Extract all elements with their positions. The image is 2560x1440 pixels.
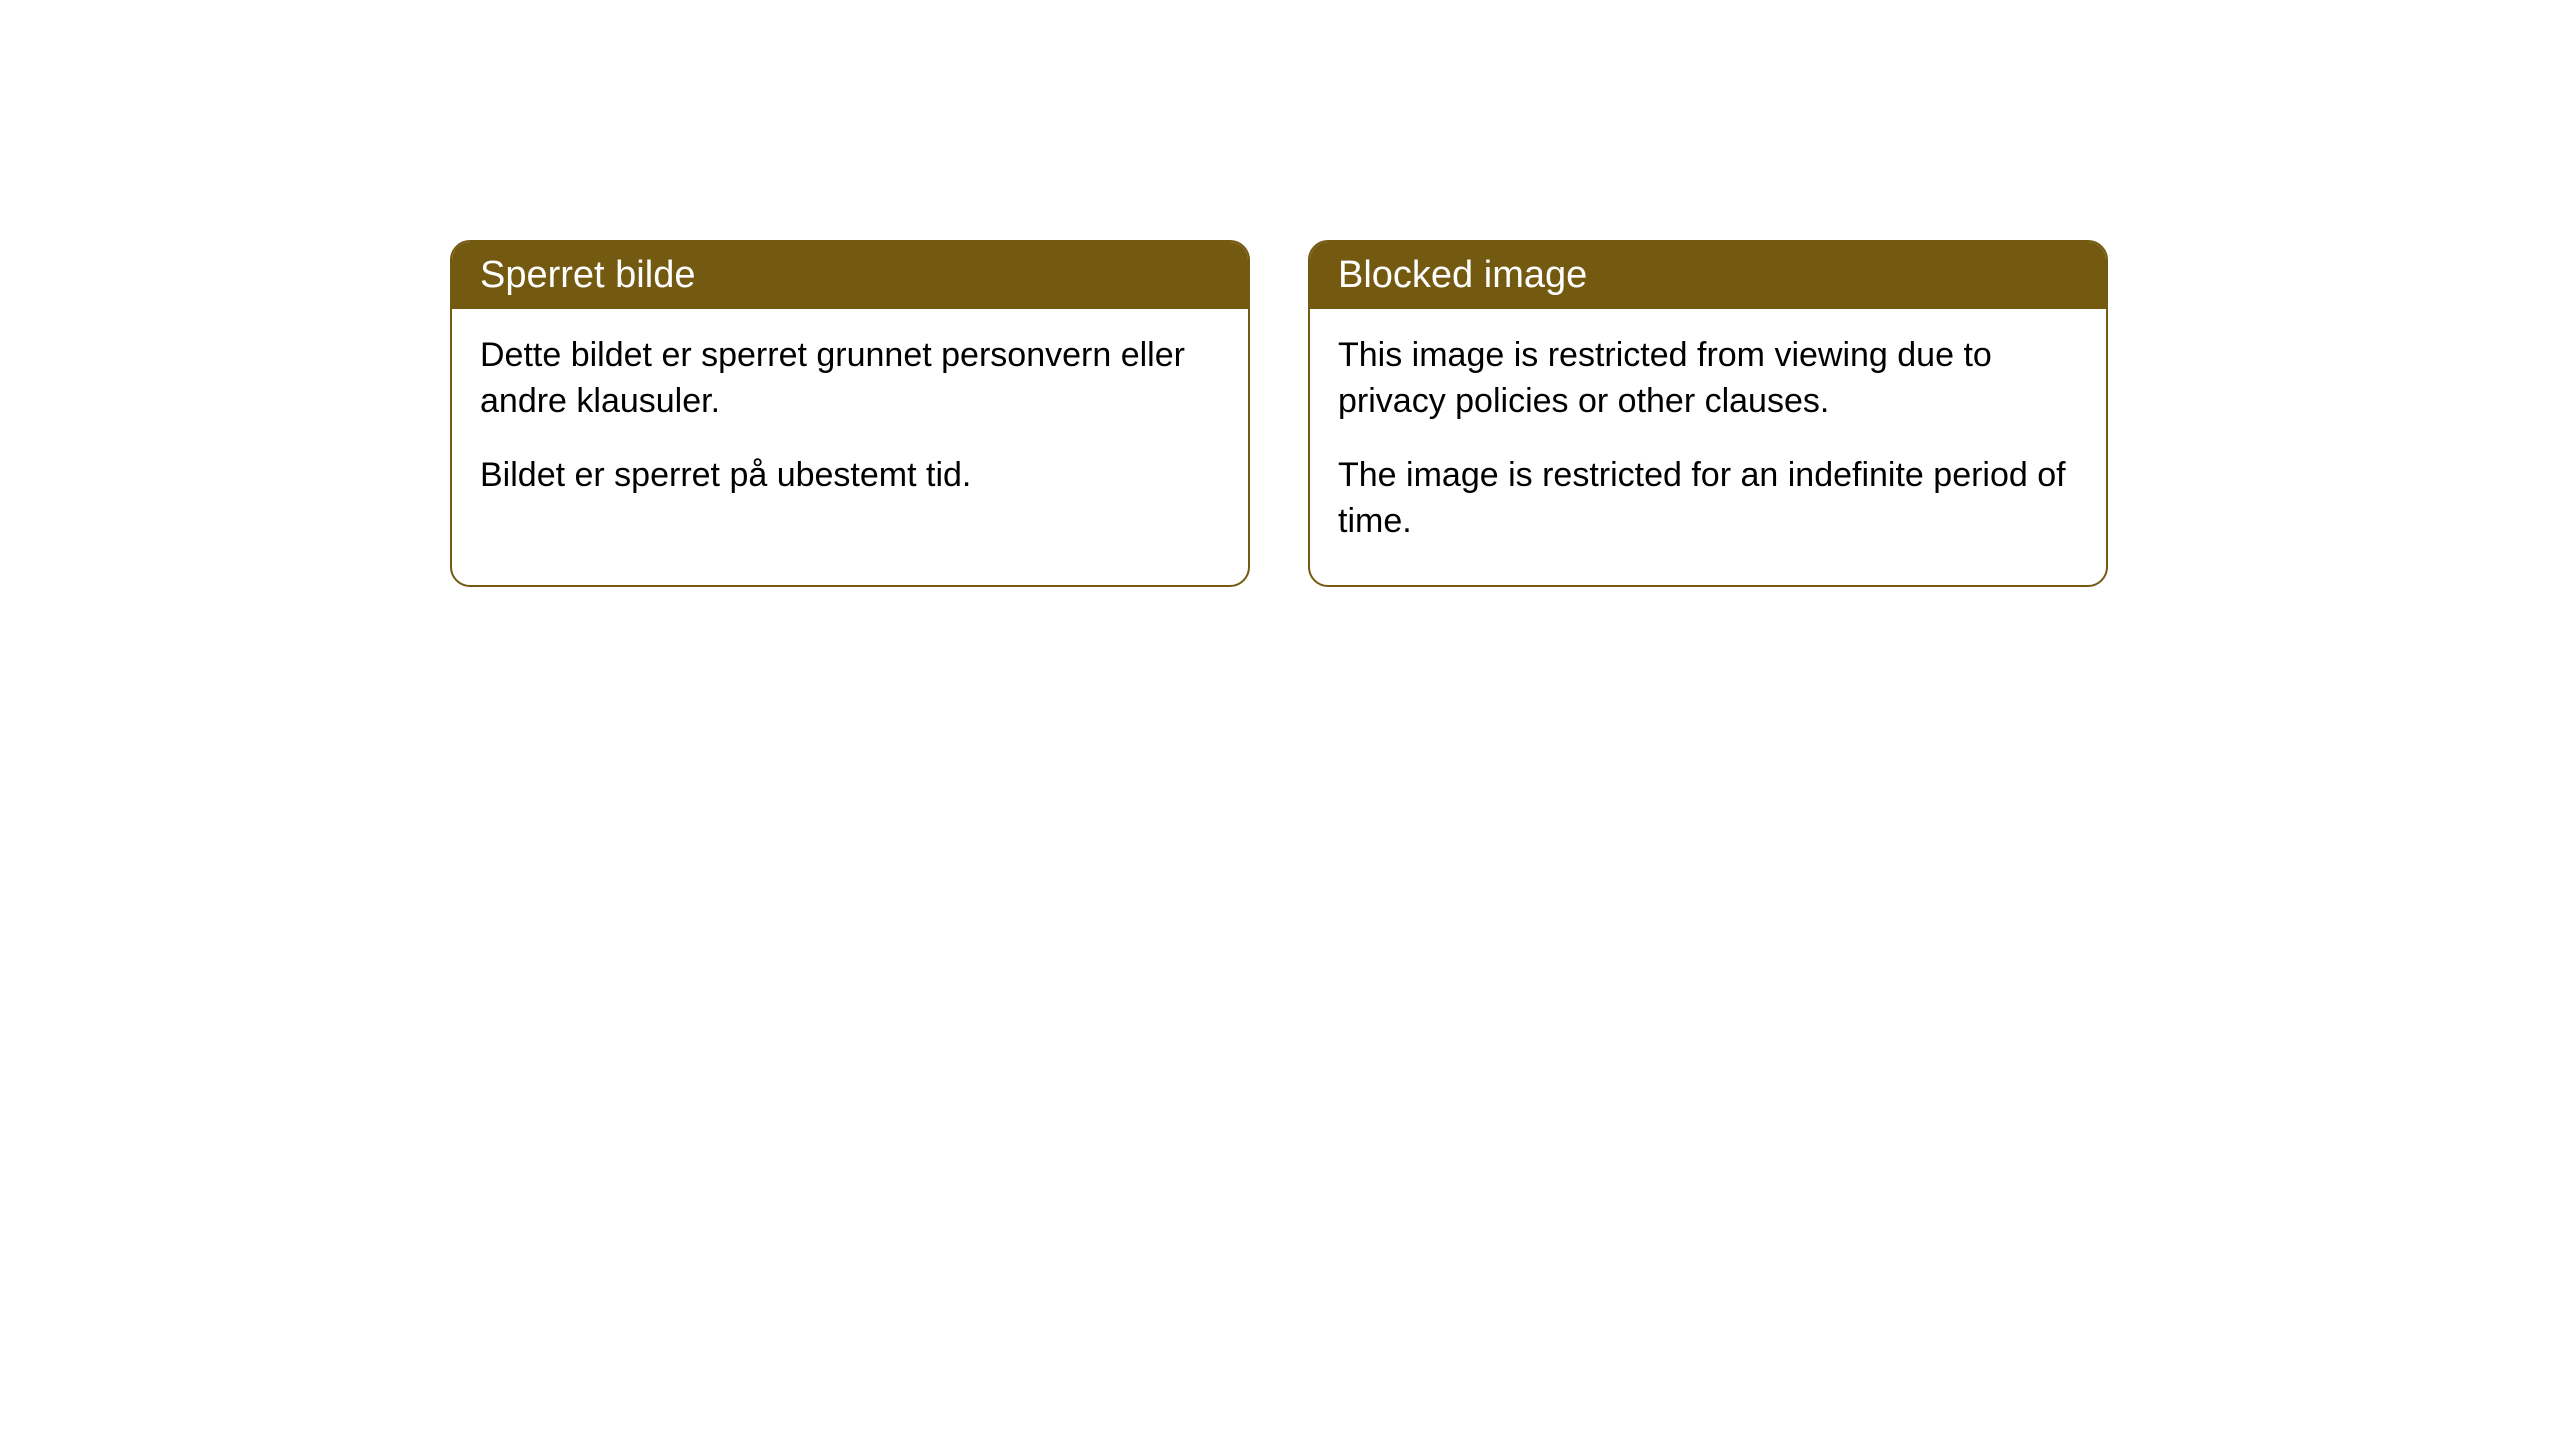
card-paragraph: This image is restricted from viewing du… <box>1338 333 2078 425</box>
notice-card-english: Blocked image This image is restricted f… <box>1308 240 2108 587</box>
card-body: This image is restricted from viewing du… <box>1310 309 2106 585</box>
card-body: Dette bildet er sperret grunnet personve… <box>452 309 1248 539</box>
cards-container: Sperret bilde Dette bildet er sperret gr… <box>450 240 2110 587</box>
card-title: Blocked image <box>1338 254 1587 296</box>
card-header: Blocked image <box>1310 242 2106 309</box>
notice-card-norwegian: Sperret bilde Dette bildet er sperret gr… <box>450 240 1250 587</box>
card-header: Sperret bilde <box>452 242 1248 309</box>
card-paragraph: Dette bildet er sperret grunnet personve… <box>480 333 1220 425</box>
card-paragraph: Bildet er sperret på ubestemt tid. <box>480 453 1220 499</box>
card-paragraph: The image is restricted for an indefinit… <box>1338 453 2078 545</box>
card-title: Sperret bilde <box>480 254 695 296</box>
